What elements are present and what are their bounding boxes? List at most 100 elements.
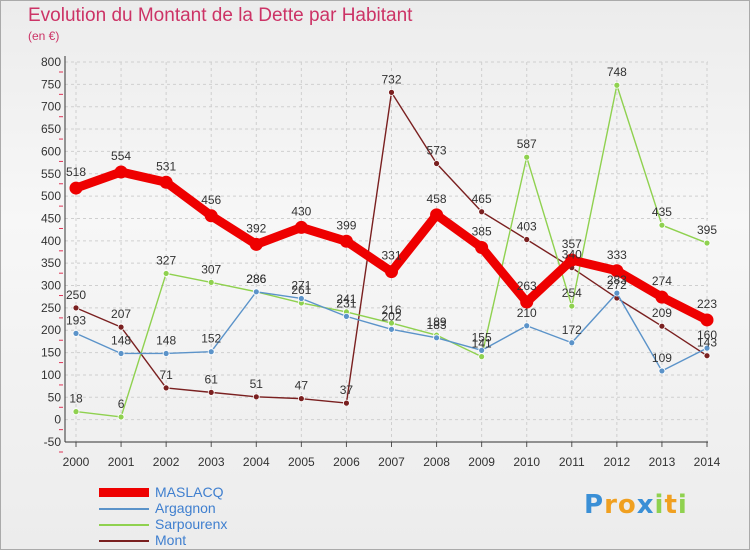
data-point-sarpourenx xyxy=(72,408,80,416)
y-tick-label: 0 xyxy=(54,413,61,427)
data-point-mont xyxy=(297,395,305,403)
y-tick-label: 200 xyxy=(41,323,61,337)
proxiti-logo[interactable]: Proxiti xyxy=(584,490,688,520)
x-tick-label: 2009 xyxy=(468,455,495,469)
data-label-sarpourenx: 254 xyxy=(562,286,582,300)
data-label-sarpourenx: 141 xyxy=(472,337,492,351)
data-label-maslacq: 274 xyxy=(652,274,672,288)
legend-label-sarpourenx: Sarpourenx xyxy=(155,516,228,532)
data-label-argagnon: 183 xyxy=(427,318,447,332)
y-tick-label: 50 xyxy=(48,390,62,404)
data-label-mont: 143 xyxy=(697,336,717,350)
data-point-maslacq xyxy=(294,220,308,234)
data-point-maslacq xyxy=(114,165,128,179)
data-point-maslacq xyxy=(249,237,263,251)
data-label-maslacq: 392 xyxy=(246,221,266,235)
data-point-mont xyxy=(72,304,80,312)
data-point-maslacq xyxy=(520,295,534,309)
x-tick-label: 2014 xyxy=(694,455,721,469)
data-point-argagnon xyxy=(117,350,125,357)
data-label-maslacq: 357 xyxy=(562,237,582,251)
data-point-maslacq xyxy=(159,175,173,189)
data-label-argagnon: 160 xyxy=(697,328,717,342)
x-tick-label: 2011 xyxy=(559,455,585,469)
y-tick-label: 750 xyxy=(41,77,61,91)
chart-unit-label: (en €) xyxy=(28,29,60,43)
data-label-mont: 207 xyxy=(111,307,131,321)
data-point-argagnon xyxy=(343,312,350,320)
data-point-sarpourenx xyxy=(117,413,125,421)
y-tick-label: 700 xyxy=(41,100,61,114)
data-label-mont: 250 xyxy=(66,288,86,302)
data-label-argagnon: 286 xyxy=(246,272,266,286)
series-sarpourenx xyxy=(72,81,711,421)
data-label-mont: 465 xyxy=(472,192,492,206)
data-label-maslacq: 223 xyxy=(697,297,717,311)
logo-letter-o: o xyxy=(617,490,637,520)
data-label-argagnon: 283 xyxy=(607,273,627,287)
data-label-argagnon: 155 xyxy=(472,330,492,344)
data-point-mont xyxy=(658,322,666,330)
data-label-sarpourenx: 327 xyxy=(156,253,176,267)
legend-swatch-maslacq xyxy=(99,488,149,497)
data-label-argagnon: 148 xyxy=(156,333,176,347)
data-label-argagnon: 148 xyxy=(111,333,131,347)
data-point-maslacq xyxy=(385,265,398,279)
data-label-argagnon: 202 xyxy=(381,309,401,323)
data-label-sarpourenx: 189 xyxy=(427,315,447,329)
axis-layer: -50 0 50 100 150 200 250 300 350 400 450 500 550 600 6… xyxy=(41,55,721,469)
data-label-sarpourenx: 435 xyxy=(652,205,672,219)
data-point-sarpourenx xyxy=(568,302,576,310)
data-point-argagnon xyxy=(252,288,260,296)
data-point-argagnon xyxy=(388,325,395,333)
data-label-sarpourenx: 587 xyxy=(517,137,537,151)
data-point-maslacq xyxy=(339,234,353,248)
data-label-maslacq: 385 xyxy=(472,225,492,239)
data-point-mont xyxy=(703,352,711,360)
data-point-argagnon xyxy=(478,346,486,354)
data-point-maslacq xyxy=(655,290,669,304)
data-point-maslacq xyxy=(565,253,579,267)
data-point-sarpourenx xyxy=(523,153,531,161)
x-tick-label: 2000 xyxy=(63,455,90,469)
data-label-mont: 403 xyxy=(517,219,537,233)
x-tick-label: 2006 xyxy=(333,455,360,469)
data-label-maslacq: 518 xyxy=(66,165,86,179)
data-point-mont xyxy=(478,208,486,216)
y-tick-label: 400 xyxy=(41,234,61,248)
data-label-sarpourenx: 286 xyxy=(246,272,266,286)
data-label-mont: 340 xyxy=(562,248,582,262)
data-point-sarpourenx xyxy=(703,239,711,247)
data-label-maslacq: 458 xyxy=(427,192,447,206)
data-label-mont: 209 xyxy=(652,306,672,320)
x-tick-label: 2003 xyxy=(198,455,225,469)
logo-letter-i2: i xyxy=(677,490,688,520)
y-tick-label: 450 xyxy=(41,211,61,225)
data-label-maslacq: 554 xyxy=(111,149,131,163)
x-tick-label: 2013 xyxy=(649,455,676,469)
data-label-maslacq: 456 xyxy=(201,193,221,207)
data-point-argagnon xyxy=(658,367,666,375)
data-point-argagnon xyxy=(207,348,215,356)
data-label-maslacq: 531 xyxy=(156,159,176,173)
data-point-mont xyxy=(162,384,170,392)
data-point-mont xyxy=(207,388,215,396)
data-point-sarpourenx xyxy=(613,81,621,89)
data-point-mont xyxy=(388,89,395,96)
data-label-maslacq: 333 xyxy=(607,248,627,262)
data-label-mont: 732 xyxy=(381,72,401,86)
x-tick-label: 2012 xyxy=(604,455,631,469)
data-point-argagnon xyxy=(162,350,170,357)
x-tick-label: 2010 xyxy=(513,455,540,469)
data-point-maslacq xyxy=(430,208,444,222)
data-point-mont xyxy=(523,236,531,243)
x-tick-label: 2004 xyxy=(243,455,270,469)
data-point-mont xyxy=(433,160,440,167)
logo-letter-p: P xyxy=(584,490,605,520)
legend-swatch-mont xyxy=(99,540,149,542)
data-label-maslacq: 263 xyxy=(517,279,537,293)
logo-letter-r: r xyxy=(604,490,618,520)
data-label-sarpourenx: 18 xyxy=(69,392,83,406)
data-label-argagnon: 172 xyxy=(562,323,582,337)
data-label-sarpourenx: 748 xyxy=(607,65,627,79)
